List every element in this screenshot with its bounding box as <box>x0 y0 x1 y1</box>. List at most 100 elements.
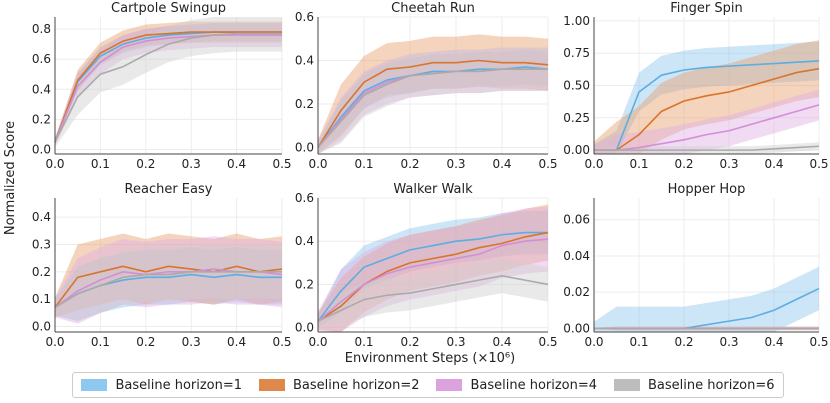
chart-title: Cheetah Run <box>391 1 475 16</box>
legend-label: Baseline horizon=6 <box>647 377 775 393</box>
series-band <box>318 34 548 155</box>
y-tick-label: 0.3 <box>32 237 51 251</box>
x-tick-label: 0.2 <box>136 157 155 171</box>
chart-title: Walker Walk <box>393 182 473 197</box>
series-band <box>594 89 819 154</box>
y-tick-label: 0.1 <box>32 292 51 306</box>
series-line <box>594 145 820 151</box>
x-tick-label: 0.1 <box>354 157 373 171</box>
x-tick-label: 0.5 <box>538 335 557 349</box>
x-tick-label: 0.1 <box>354 335 373 349</box>
series-band <box>318 47 548 154</box>
y-tick-label: 0.00 <box>563 143 590 157</box>
series-line <box>317 231 548 322</box>
legend: Baseline horizon=1 Baseline horizon=2 Ba… <box>72 372 784 398</box>
series-band <box>55 236 282 324</box>
series-line <box>54 31 282 143</box>
legend-label: Baseline horizon=1 <box>115 377 243 393</box>
series-band <box>318 206 548 332</box>
y-tick-label: 0.4 <box>32 82 51 96</box>
x-tick-label: 0.0 <box>308 335 327 349</box>
series-band <box>318 210 548 328</box>
y-tick-label: 0.6 <box>295 10 314 24</box>
series-band <box>55 23 282 146</box>
x-tick-label: 0.0 <box>45 157 64 171</box>
x-tick-label: 0.2 <box>400 335 419 349</box>
x-tick-label: 0.2 <box>400 157 419 171</box>
y-tick-label: 0.2 <box>32 265 51 279</box>
series-line <box>594 104 820 151</box>
y-tick-label: 0.04 <box>563 249 590 263</box>
x-tick-label: 0.0 <box>308 157 327 171</box>
series-line <box>594 60 820 151</box>
x-tick-label: 0.3 <box>446 157 465 171</box>
x-tick-label: 0.4 <box>764 335 783 349</box>
legend-swatch <box>81 379 108 391</box>
chart-panel: 0.0 0.1 0.2 0.3 0.4 0.5 0.00 0.02 0.04 0.06 Hopper… <box>563 182 828 349</box>
chart-panel: 0.0 0.1 0.2 0.3 0.4 0.5 0.00 0.25 0.50 0.75 1.00 Fi… <box>563 1 828 171</box>
y-tick-label: 0.2 <box>32 112 51 126</box>
y-tick-label: 0.25 <box>563 111 590 125</box>
plot-area <box>318 198 548 332</box>
y-tick-label: 0.8 <box>32 22 51 36</box>
x-tick-label: 0.5 <box>272 157 291 171</box>
x-tick-label: 0.4 <box>764 157 783 171</box>
x-tick-label: 0.3 <box>719 157 738 171</box>
x-tick-label: 0.5 <box>809 335 828 349</box>
x-tick-label: 0.3 <box>182 157 201 171</box>
series-band <box>594 266 819 332</box>
x-tick-label: 0.3 <box>182 335 201 349</box>
legend-label: Baseline horizon=2 <box>292 377 420 393</box>
series-band <box>318 47 548 154</box>
y-tick-label: 0.6 <box>32 52 51 66</box>
chart-title: Reacher Easy <box>125 182 213 197</box>
x-tick-label: 0.2 <box>674 335 693 349</box>
legend-entry: Baseline horizon=6 <box>613 377 775 393</box>
shared-y-axis-label: Normalized Score <box>3 121 18 235</box>
series-line <box>594 67 820 151</box>
x-tick-label: 0.1 <box>629 157 648 171</box>
y-tick-label: 0.6 <box>295 191 314 205</box>
chart-panel: 0.0 0.1 0.2 0.3 0.4 0.5 0.0 0.2 0.4 0.6 Cheetah Ru… <box>295 1 558 171</box>
y-tick-label: 0.00 <box>563 321 590 335</box>
plot-area <box>318 17 548 154</box>
plot-area <box>55 198 282 332</box>
y-tick-label: 0.75 <box>563 46 590 60</box>
series-line <box>54 34 282 143</box>
series-band <box>55 23 282 145</box>
x-tick-label: 0.4 <box>492 157 511 171</box>
x-tick-label: 0.1 <box>629 335 648 349</box>
y-tick-label: 0.0 <box>295 140 314 154</box>
y-tick-label: 0.06 <box>563 213 590 227</box>
y-tick-label: 0.4 <box>295 53 314 67</box>
series-band <box>55 244 282 322</box>
legend-swatch <box>258 379 285 391</box>
series-line <box>317 68 548 149</box>
series-line <box>54 271 282 309</box>
series-band <box>594 41 819 154</box>
y-tick-label: 0.4 <box>295 234 314 248</box>
chart-panel: 0.0 0.1 0.2 0.3 0.4 0.5 0.0 0.2 0.4 0.6 Walker Wal… <box>295 182 558 349</box>
x-tick-label: 0.2 <box>136 335 155 349</box>
x-tick-label: 0.5 <box>538 157 557 171</box>
chart-panel: 0.0 0.1 0.2 0.3 0.4 0.5 0.0 0.2 0.4 0.6 0.8 Cartpol… <box>32 1 292 171</box>
x-tick-label: 0.5 <box>272 335 291 349</box>
series-band <box>594 40 819 154</box>
y-tick-label: 0.0 <box>295 321 314 335</box>
series-band <box>55 17 282 148</box>
legend-entry: Baseline horizon=4 <box>436 378 597 393</box>
x-tick-label: 0.4 <box>227 157 246 171</box>
x-tick-label: 0.0 <box>584 335 603 349</box>
x-tick-label: 0.5 <box>809 157 828 171</box>
series-line <box>317 231 549 322</box>
x-tick-label: 0.3 <box>719 335 738 349</box>
x-tick-label: 0.0 <box>584 157 603 171</box>
chart-title: Cartpole Swingup <box>111 1 226 16</box>
y-tick-label: 0.02 <box>563 285 590 299</box>
x-tick-label: 0.4 <box>492 335 511 349</box>
series-line <box>54 32 282 143</box>
chart-title: Finger Spin <box>670 1 742 16</box>
legend-entry: Baseline horizon=1 <box>81 378 242 393</box>
chart-title: Hopper Hop <box>668 182 746 197</box>
